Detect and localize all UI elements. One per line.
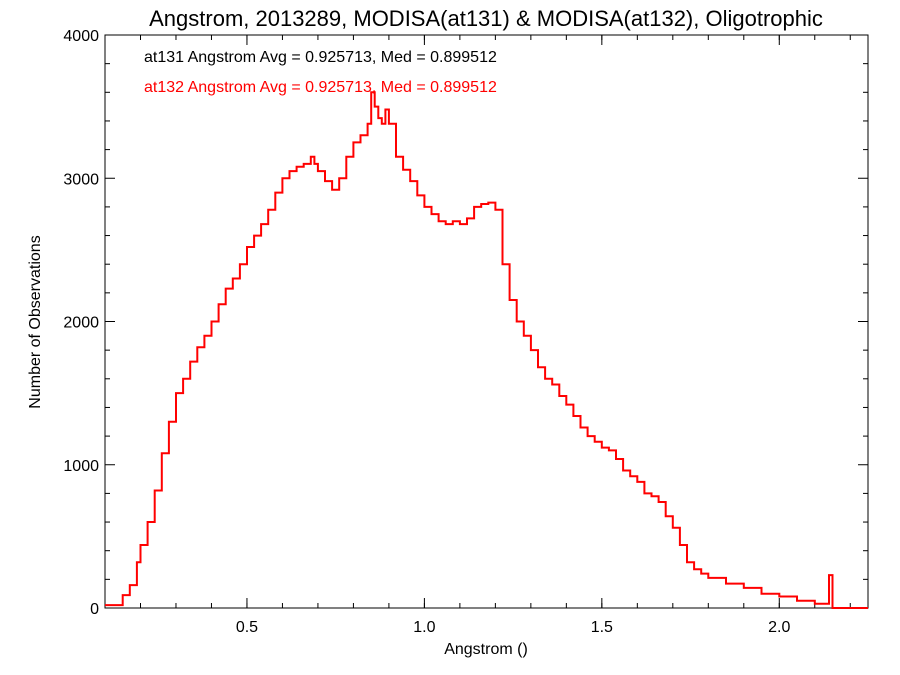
x-tick-label: 1.0 [413, 619, 435, 636]
x-tick-label: 1.5 [591, 619, 613, 636]
x-axis-label: Angstrom () [444, 641, 528, 658]
chart-title: Angstrom, 2013289, MODISA(at131) & MODIS… [149, 6, 823, 31]
y-tick-label: 0 [90, 601, 99, 618]
annotation-at132: at132 Angstrom Avg = 0.925713, Med = 0.8… [144, 79, 497, 96]
x-tick-label: 0.5 [236, 619, 258, 636]
y-tick-label: 2000 [63, 315, 99, 332]
y-axis-label: Number of Observations [27, 235, 44, 408]
y-tick-label: 1000 [63, 458, 99, 475]
series-line-red [105, 91, 868, 609]
annotation-at131: at131 Angstrom Avg = 0.925713, Med = 0.8… [144, 49, 497, 66]
y-tick-label: 3000 [63, 171, 99, 188]
x-axis: 0.5 1.0 1.5 2.0 [104, 35, 851, 636]
y-axis: 0 1000 2000 3000 4000 [63, 28, 868, 618]
x-tick-label: 2.0 [768, 619, 790, 636]
y-tick-label: 4000 [63, 28, 99, 45]
